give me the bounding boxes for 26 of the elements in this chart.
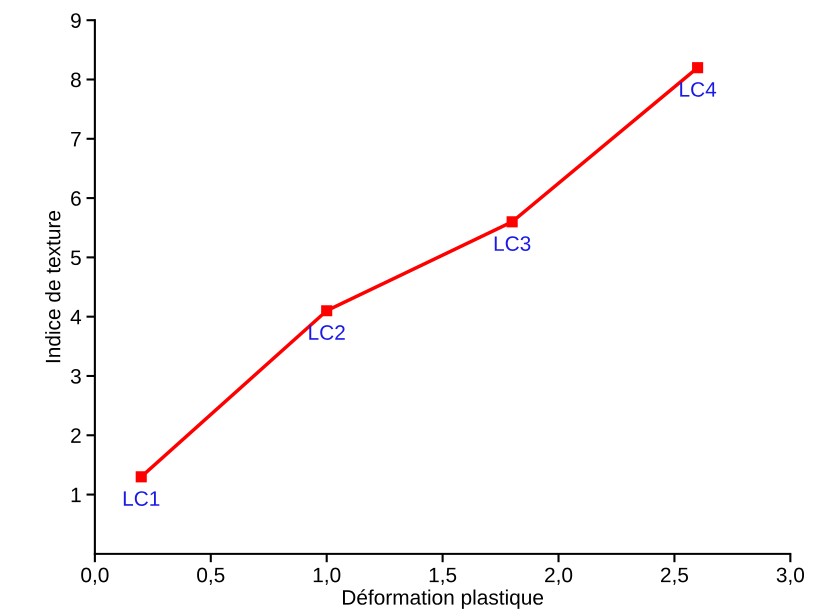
point [506,216,518,228]
y-tick-label: 6 [71,191,81,206]
x-tick-label: 3,0 [776,568,804,585]
x-tick-label: 1,0 [314,568,340,585]
point [136,471,147,482]
annotation: LC3 [494,236,530,251]
annotation: LC4 [680,82,716,97]
point [692,62,704,74]
y-tick-label: 8 [71,72,81,88]
annotation: LC1 [124,491,160,506]
x-axis-title: Déformation plastique [343,589,544,609]
y-tick-label: 7 [71,132,81,146]
x-tick-label: 2,5 [661,568,688,585]
x-tick-label: 0,0 [81,568,109,585]
y-axis-title: Indice de texture [45,210,60,362]
point [321,305,332,316]
y-tick-label: 1 [72,488,81,502]
y-tick-label: 2 [71,428,81,443]
y-tick-label: 5 [70,250,81,266]
y-tick-label: 3 [70,368,81,384]
x-tick-label: 1,5 [430,568,456,585]
x-tick-label: 0,5 [197,568,224,585]
annotation: LC2 [309,325,345,340]
x-tick-label: 2,0 [545,568,572,585]
y-tick-label: 4 [70,310,82,324]
y-tick-label: 9 [71,13,81,28]
